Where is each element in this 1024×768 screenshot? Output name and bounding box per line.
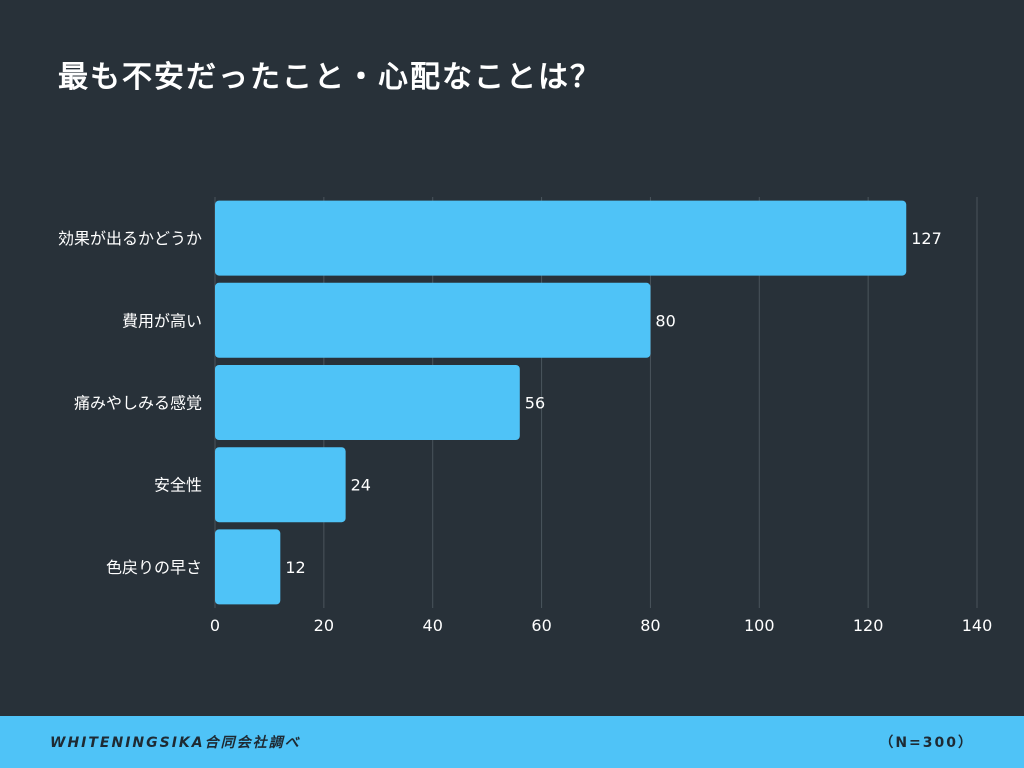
data-label: 80 [655, 311, 675, 330]
bar [215, 447, 346, 523]
labels: 0 20 40 60 80 100 120 140 効果が出るかどうか 127 費用が高い 80 痛みや… [58, 229, 992, 635]
category-label: 痛みやしみる感覚 [74, 394, 202, 413]
x-tick-label: 80 [640, 616, 660, 635]
category-label: 効果が出るかどうか [58, 229, 202, 248]
x-tick-label: 60 [531, 616, 551, 635]
x-tick-label: 100 [744, 616, 775, 635]
category-label: 色戻りの早さ [106, 558, 202, 577]
x-tick-label: 120 [853, 616, 884, 635]
x-tick-label: 40 [423, 616, 443, 635]
bar-chart: 0 20 40 60 80 100 120 140 効果が出るかどうか 127 費用が高い 80 痛みや… [58, 197, 992, 635]
bar [215, 200, 907, 276]
category-label: 費用が高い [122, 311, 202, 330]
data-label: 127 [911, 229, 942, 248]
sample-size: （N=300） [879, 735, 974, 751]
footer-bar: WHITENINGSIKA合同会社調べ （N=300） [0, 716, 1024, 768]
bar [215, 365, 520, 440]
data-label: 56 [525, 394, 545, 413]
source-credit: WHITENINGSIKA合同会社調べ [50, 735, 301, 751]
chart-title: 最も不安だったこと・心配なことは？ [58, 60, 602, 95]
bar [215, 529, 281, 605]
x-tick-label: 0 [210, 616, 220, 635]
data-label: 24 [351, 476, 371, 495]
x-tick-label: 140 [962, 616, 993, 635]
x-tick-label: 20 [314, 616, 334, 635]
category-label: 安全性 [154, 476, 202, 495]
data-label: 12 [285, 558, 305, 577]
bar [215, 282, 651, 358]
bars [215, 200, 907, 605]
